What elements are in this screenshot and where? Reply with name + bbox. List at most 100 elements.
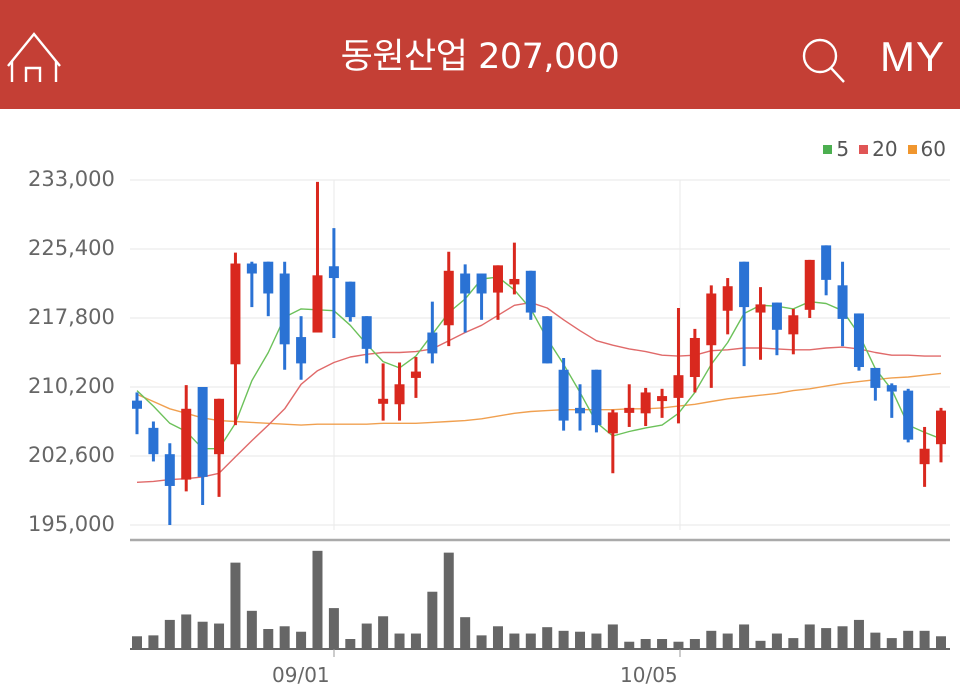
candle-up [706, 293, 717, 346]
volume-bar [279, 626, 290, 649]
candle-up [755, 304, 766, 313]
candle-up [230, 263, 241, 365]
candle-down [558, 369, 569, 421]
volume-bar [689, 639, 700, 649]
candle-up [936, 410, 946, 445]
candle-down [279, 273, 290, 345]
candle-down [427, 332, 438, 354]
volume-bar [132, 636, 142, 649]
chart-legend: 5 20 60 [823, 137, 946, 161]
legend-label: 60 [920, 137, 946, 161]
candle-down [148, 427, 159, 455]
candle-down [197, 387, 208, 477]
y-tick-label: 217,800 [28, 305, 115, 329]
candle-up [624, 407, 635, 413]
volume-bar [771, 633, 782, 649]
candle-down [361, 316, 372, 349]
legend-swatch-red [859, 144, 869, 154]
candle-down [903, 390, 914, 440]
volume-bar [673, 641, 684, 649]
candle-down [870, 367, 881, 388]
my-button[interactable]: MY [880, 33, 945, 80]
volume-bar [919, 630, 930, 649]
volume-bar [427, 591, 438, 649]
candle-up [607, 412, 618, 434]
candle-down [246, 263, 257, 274]
candle-down [739, 261, 750, 308]
candle-down [263, 261, 274, 294]
candle-up [509, 278, 520, 285]
ma20-line [136, 301, 941, 483]
x-tick-label: 09/01 [272, 663, 330, 687]
search-icon[interactable] [800, 36, 850, 84]
volume-bar [181, 614, 192, 649]
candle-up [640, 392, 651, 414]
volume-bar [246, 610, 257, 649]
candle-down [345, 281, 356, 318]
volume-bar [410, 633, 421, 649]
volume-bar [607, 624, 618, 649]
candle-up [181, 408, 192, 480]
volume-bar [624, 641, 635, 649]
volume-bar [591, 633, 602, 649]
candle-up [722, 286, 733, 311]
candle-down [328, 266, 339, 279]
volume-bar [821, 628, 832, 649]
candle-up [394, 384, 405, 405]
volume-bar [214, 623, 225, 649]
home-icon[interactable] [4, 30, 64, 86]
y-tick-label: 233,000 [28, 167, 115, 191]
candle-up [410, 371, 421, 378]
volume-bar [706, 630, 717, 649]
page-title: 동원산업 207,000 [340, 37, 620, 77]
volume-bar [312, 550, 323, 649]
volume-bar [936, 636, 946, 649]
volume-bar [804, 624, 815, 649]
ma60-line [136, 372, 942, 426]
volume-bar [378, 616, 389, 649]
legend-swatch-green [823, 144, 833, 154]
volume-bar [853, 619, 864, 649]
legend-ma20: 20 [859, 137, 898, 161]
candle-down [821, 245, 832, 280]
candle-down [542, 316, 553, 364]
volume-bar [509, 633, 520, 649]
candle-down [460, 273, 471, 294]
candle-up [689, 337, 700, 378]
candle-down [853, 313, 864, 368]
app-header: 동원산업 207,000 MY [0, 0, 960, 109]
volume-bar [148, 635, 159, 649]
candle-down [837, 285, 848, 319]
candle-up [378, 398, 389, 404]
candle-down [296, 337, 307, 364]
candle-down [575, 407, 586, 414]
candle-down [132, 400, 142, 409]
volume-bar [525, 633, 536, 649]
candle-up [657, 396, 668, 402]
y-tick-label: 195,000 [28, 512, 115, 536]
y-tick-label: 202,600 [28, 443, 115, 467]
candle-up [214, 398, 225, 455]
volume-bar [640, 639, 651, 649]
volume-bar [903, 630, 914, 649]
volume-bar [492, 626, 503, 649]
candle-down [525, 270, 536, 313]
volume-bar [345, 639, 356, 649]
volume-bar [164, 619, 175, 649]
volume-bar [460, 617, 471, 649]
volume-bar [443, 552, 454, 649]
volume-bar [476, 635, 487, 649]
candle-up [492, 265, 503, 293]
volume-bar [755, 640, 766, 649]
candle-up [788, 315, 799, 335]
y-tick-label: 225,400 [28, 236, 115, 260]
legend-ma60: 60 [907, 137, 946, 161]
legend-label: 20 [872, 137, 898, 161]
volume-bar [739, 624, 750, 649]
volume-bar [361, 623, 372, 649]
volume-bar [575, 631, 586, 649]
volume-bar [886, 638, 897, 649]
volume-bar [722, 633, 733, 649]
volume-bar [657, 639, 668, 649]
